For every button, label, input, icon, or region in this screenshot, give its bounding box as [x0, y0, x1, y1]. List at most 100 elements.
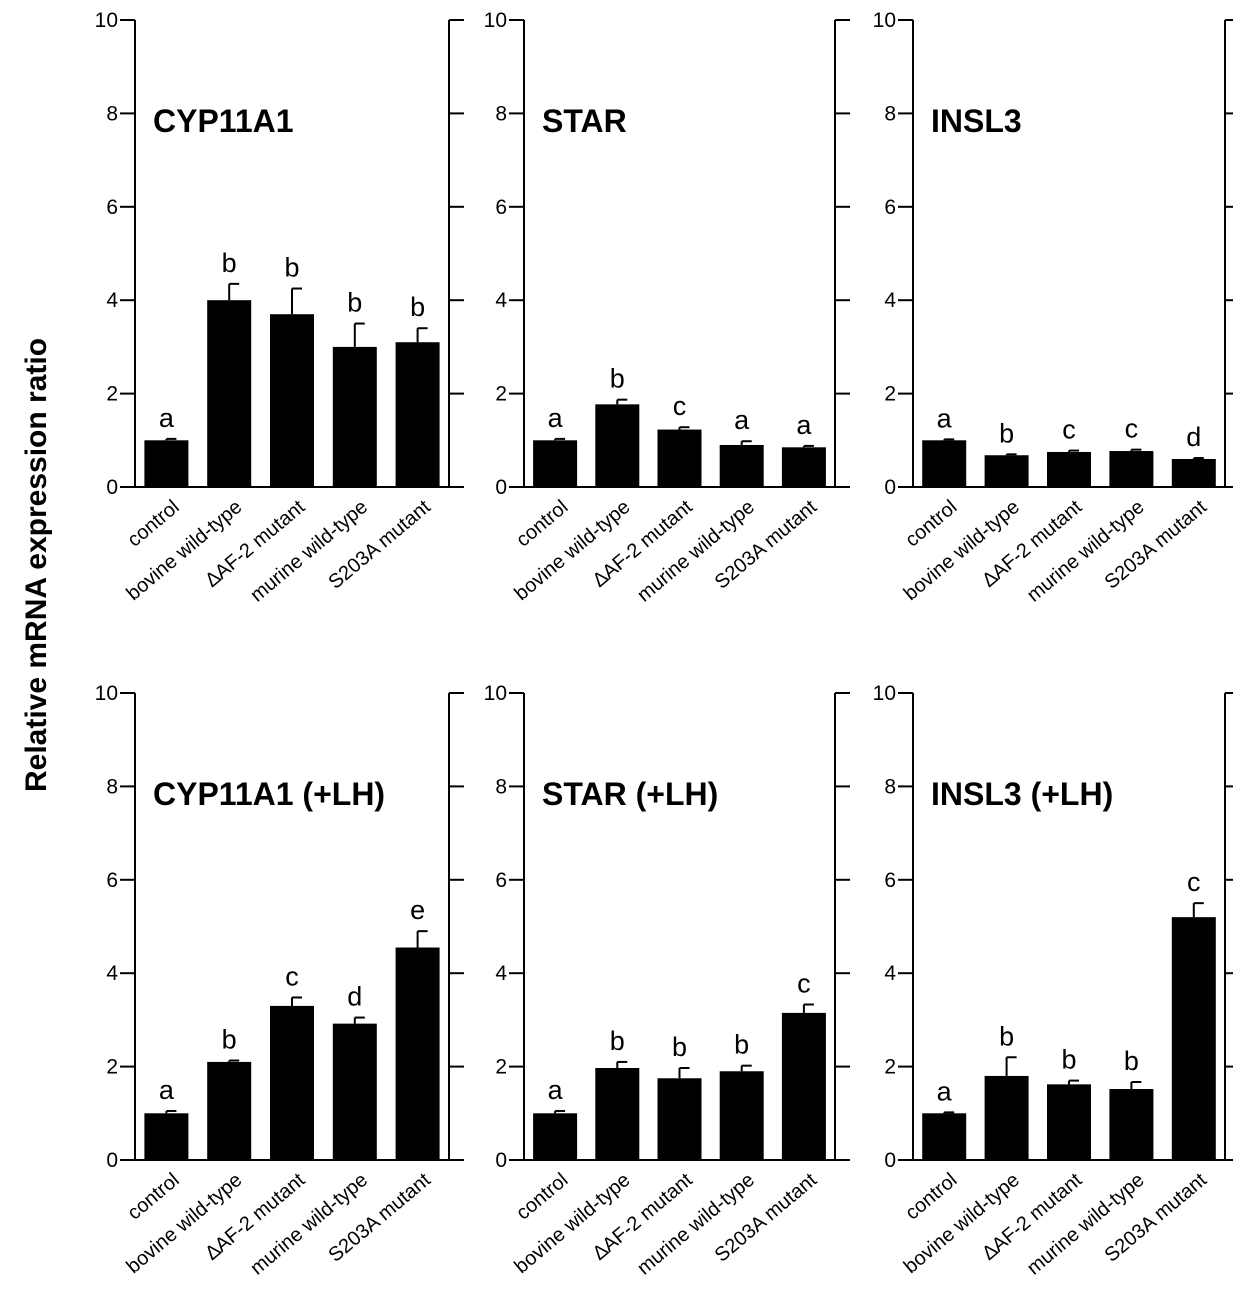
y-tick-label: 8: [495, 775, 507, 798]
significance-letter: a: [159, 403, 175, 433]
y-tick-label: 10: [95, 9, 118, 32]
bar: [657, 1078, 702, 1160]
bar: [1109, 1089, 1154, 1160]
y-tick-label: 6: [495, 196, 507, 219]
significance-letter: c: [1187, 867, 1201, 897]
bar: [657, 429, 702, 487]
y-tick-label: 8: [495, 102, 507, 125]
bar: [533, 440, 578, 487]
y-tick-label: 8: [884, 102, 896, 125]
panel-title: STAR (+LH): [542, 776, 718, 812]
significance-letter: a: [159, 1075, 175, 1105]
significance-letter: b: [734, 1030, 749, 1060]
y-tick-label: 0: [884, 476, 896, 499]
significance-letter: a: [796, 410, 812, 440]
significance-letter: b: [1061, 1045, 1076, 1075]
y-tick-label: 2: [106, 1056, 118, 1079]
y-tick-label: 4: [106, 962, 118, 985]
significance-letter: a: [548, 1075, 564, 1105]
y-tick-label: 6: [884, 869, 896, 892]
panel-title: INSL3: [931, 103, 1022, 139]
bar: [719, 1071, 764, 1160]
significance-letter: c: [1062, 415, 1076, 445]
bar: [1171, 917, 1216, 1160]
bar: [922, 440, 967, 487]
y-tick-label: 2: [884, 383, 896, 406]
bar: [144, 1113, 189, 1160]
significance-letter: a: [548, 403, 564, 433]
bar: [922, 1113, 967, 1160]
bar: [270, 1005, 314, 1160]
significance-letter: c: [1125, 414, 1139, 444]
bar: [781, 447, 826, 487]
significance-letter: b: [672, 1032, 687, 1062]
category-label: murine wild-type: [246, 496, 372, 606]
significance-letter: e: [410, 895, 425, 925]
panel-title: STAR: [542, 103, 627, 139]
y-tick-label: 2: [106, 383, 118, 406]
y-tick-label: 6: [884, 196, 896, 219]
y-tick-label: 10: [873, 682, 896, 705]
y-tick-label: 0: [884, 1149, 896, 1172]
bar: [595, 404, 640, 487]
panel-title: CYP11A1 (+LH): [153, 776, 385, 812]
bar: [207, 300, 252, 487]
bar: [395, 342, 440, 487]
y-tick-label: 4: [106, 289, 118, 312]
bar: [1047, 1084, 1091, 1160]
significance-letter: b: [1124, 1046, 1139, 1076]
panel-title: INSL3 (+LH): [931, 776, 1113, 812]
bar: [1109, 451, 1154, 487]
bar: [207, 1061, 252, 1160]
bar: [533, 1113, 578, 1160]
bar: [1047, 451, 1091, 487]
significance-letter: a: [937, 1076, 953, 1106]
y-tick-label: 6: [106, 869, 118, 892]
significance-letter: b: [410, 292, 425, 322]
y-tick-label: 4: [884, 289, 896, 312]
bar: [395, 947, 440, 1160]
category-label: bovine wild-type: [900, 496, 1024, 605]
significance-letter: a: [937, 403, 953, 433]
significance-letter: b: [999, 1021, 1014, 1051]
y-axis-label: Relative mRNA expression ratio: [20, 338, 53, 792]
y-tick-label: 8: [106, 775, 118, 798]
bar: [270, 314, 314, 487]
bar: [595, 1068, 640, 1160]
category-label: bovine wild-type: [511, 1169, 635, 1278]
y-tick-label: 4: [884, 962, 896, 985]
y-tick-label: 0: [106, 1149, 118, 1172]
bar: [781, 1012, 826, 1160]
y-tick-label: 0: [495, 1149, 507, 1172]
significance-letter: d: [347, 982, 362, 1012]
significance-letter: c: [673, 391, 687, 421]
y-tick-label: 4: [495, 962, 507, 985]
panel-title: CYP11A1: [153, 103, 294, 139]
y-tick-label: 6: [495, 869, 507, 892]
y-tick-label: 2: [884, 1056, 896, 1079]
significance-letter: c: [797, 968, 811, 998]
category-label: bovine wild-type: [122, 496, 246, 605]
y-tick-label: 2: [495, 1056, 507, 1079]
category-label: murine wild-type: [246, 1169, 372, 1279]
bar: [984, 455, 1029, 487]
category-label: bovine wild-type: [900, 1169, 1024, 1278]
bar: [332, 1023, 377, 1160]
significance-letter: b: [999, 418, 1014, 448]
significance-letter: b: [347, 288, 362, 318]
bar: [719, 444, 764, 487]
y-tick-label: 10: [873, 9, 896, 32]
y-tick-label: 10: [95, 682, 118, 705]
significance-letter: c: [285, 961, 299, 991]
y-tick-label: 8: [106, 102, 118, 125]
bar: [984, 1075, 1029, 1160]
y-tick-label: 10: [484, 682, 507, 705]
y-tick-label: 10: [484, 9, 507, 32]
